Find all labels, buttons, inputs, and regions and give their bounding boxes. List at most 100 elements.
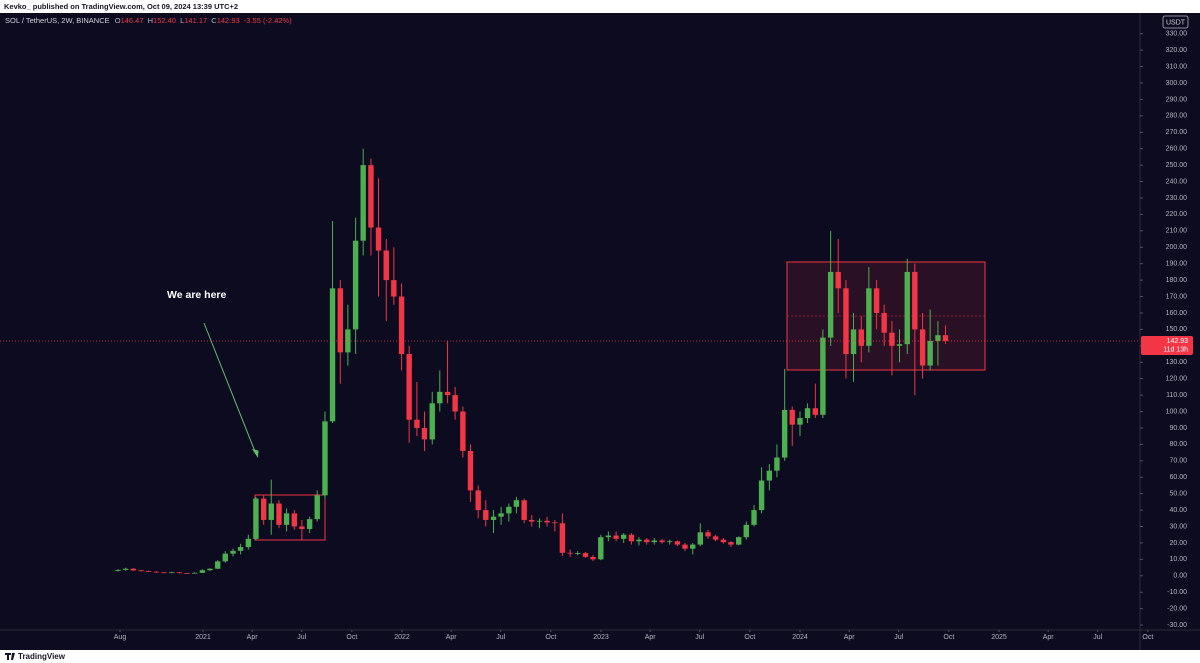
candle-body — [620, 534, 627, 539]
candles — [0, 148, 1140, 574]
legend-value: 152.40 — [153, 16, 176, 25]
candle-body — [421, 427, 428, 440]
candle-body — [245, 538, 252, 548]
x-tick-label: 2024 — [792, 634, 808, 641]
y-tick-label: -30.00 — [1167, 622, 1187, 629]
candle-body — [728, 542, 734, 545]
candle-body — [843, 288, 849, 355]
candle-body — [207, 568, 213, 571]
candle-body — [145, 571, 152, 572]
x-tick-label: Oct — [744, 634, 755, 641]
y-tick-label: 60.00 — [1169, 474, 1187, 481]
y-tick-label: 320.00 — [1166, 47, 1188, 54]
legend: SOL / TetherUS, 2W, BINANCE O146.47 H152… — [5, 16, 292, 25]
last-price-box — [1141, 336, 1193, 356]
candle-body — [375, 227, 382, 251]
y-tick-label: 30.00 — [1169, 523, 1187, 530]
candle-body — [123, 568, 129, 570]
candle-body — [659, 540, 665, 543]
candle-body — [414, 419, 420, 428]
candle-body — [927, 340, 933, 366]
y-tick-label: -20.00 — [1167, 605, 1187, 612]
candle-body — [222, 553, 228, 562]
y-tick-label: 190.00 — [1166, 261, 1188, 268]
currency: USDT — [1166, 19, 1186, 26]
x-tick-label: Jul — [1093, 634, 1102, 641]
candle-body — [812, 408, 819, 415]
candle-body — [781, 409, 788, 458]
candle-body — [720, 539, 727, 543]
candle-body — [329, 288, 336, 422]
y-tick-label: 130.00 — [1166, 359, 1188, 366]
candle-body — [237, 547, 244, 551]
y-tick-label: 260.00 — [1166, 146, 1188, 153]
x-tick-label: Oct — [346, 634, 357, 641]
candle-body — [766, 470, 773, 481]
candle-body — [743, 524, 749, 538]
arrow-head — [252, 449, 259, 458]
candle-body — [345, 329, 351, 353]
candle-body — [291, 513, 298, 527]
x-tick-label: Apr — [446, 634, 458, 641]
x-tick-label: Jul — [695, 634, 704, 641]
candle-body — [797, 418, 803, 425]
candle-body — [712, 536, 719, 540]
candle-body — [460, 411, 466, 451]
x-tick-label: Jul — [496, 634, 505, 641]
y-tick-label: 200.00 — [1166, 244, 1188, 251]
x-tick-label: 2022 — [394, 634, 410, 641]
candle-body — [690, 544, 696, 549]
y-tick-label: 100.00 — [1166, 408, 1188, 415]
x-tick-label: 2025 — [991, 634, 1007, 641]
footer-logo — [5, 653, 15, 660]
candle-body — [881, 312, 887, 333]
y-tick-label: 310.00 — [1166, 63, 1188, 70]
candle-body — [475, 490, 481, 511]
y-tick-label: 170.00 — [1166, 293, 1188, 300]
candle-body — [804, 408, 811, 419]
candle-body — [912, 271, 918, 330]
legend-value: 142.93 — [217, 16, 240, 25]
y-tick-label: 20.00 — [1169, 540, 1187, 547]
candle-body — [169, 572, 175, 574]
candle-body — [398, 296, 405, 355]
candle-body — [521, 500, 527, 520]
symbol: SOL / TetherUS, 2W, BINANCE — [5, 16, 110, 25]
candle-body — [437, 391, 443, 404]
candle-body — [598, 537, 604, 560]
candle-body — [628, 534, 635, 542]
candle-body — [360, 165, 366, 241]
legend-label: C — [211, 16, 217, 25]
candle-body — [582, 553, 589, 557]
x-tick-label: Oct — [943, 634, 954, 641]
candle-body — [176, 572, 183, 574]
candle-body — [536, 520, 543, 522]
x-tick-label: Apr — [844, 634, 856, 641]
candle-body — [268, 503, 274, 520]
candle-body — [674, 541, 681, 545]
x-tick-label: Jul — [894, 634, 903, 641]
candle-body — [697, 532, 703, 545]
x-tick-label: Jul — [297, 634, 306, 641]
candle-body — [935, 335, 941, 341]
candle-body — [605, 535, 612, 538]
legend-value: 146.47 — [121, 16, 144, 25]
candle-body — [498, 513, 504, 517]
candle-body — [452, 395, 458, 412]
y-tick-label: 50.00 — [1169, 491, 1187, 498]
header-bar — [0, 0, 1200, 13]
candle-body — [230, 550, 236, 554]
y-tick-label: 300.00 — [1166, 80, 1188, 87]
y-tick-label: 280.00 — [1166, 113, 1188, 120]
y-tick-label: 0.00 — [1173, 573, 1187, 580]
candle-body — [866, 288, 872, 346]
y-tick-label: 270.00 — [1166, 129, 1188, 136]
publisher: Kevko_ published on TradingView.com, Oct… — [4, 2, 238, 11]
legend-value: 141.17 — [184, 16, 207, 25]
candle-body — [322, 421, 328, 496]
x-tick-label: Oct — [545, 634, 556, 641]
candle-body — [490, 516, 497, 520]
footer-bar — [0, 650, 1200, 663]
y-tick-label: 40.00 — [1169, 507, 1187, 514]
